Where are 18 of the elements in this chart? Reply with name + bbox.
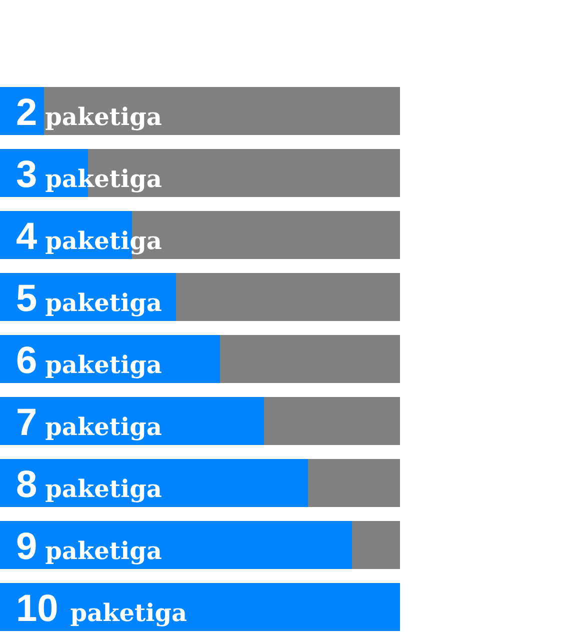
bar (0, 397, 264, 445)
bar (176, 273, 400, 321)
bar (0, 583, 400, 631)
y-tick-label: 10 paketiga (16, 588, 188, 630)
bar (0, 521, 352, 569)
bar (264, 397, 400, 445)
bar (44, 87, 400, 135)
y-tick-label: 2 paketiga (16, 92, 162, 134)
bar (220, 335, 400, 383)
bar (0, 459, 308, 507)
y-tick-label: 7 paketiga (16, 402, 162, 444)
y-tick-label: 4 paketiga (16, 216, 162, 258)
bar (352, 521, 400, 569)
y-tick-label: 6 paketiga (16, 340, 162, 382)
bar (308, 459, 400, 507)
y-tick-label: 8 paketiga (16, 464, 162, 506)
y-tick-label: 5 paketiga (16, 278, 162, 320)
y-tick-label: 9 paketiga (16, 526, 162, 568)
